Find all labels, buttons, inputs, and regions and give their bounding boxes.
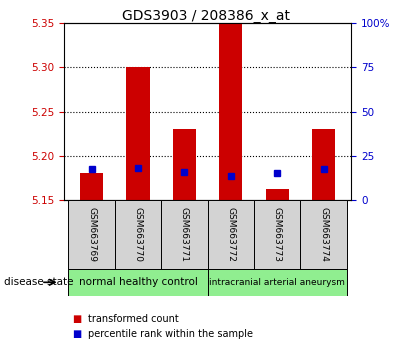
FancyBboxPatch shape bbox=[115, 200, 161, 269]
Text: GSM663773: GSM663773 bbox=[272, 207, 282, 262]
FancyBboxPatch shape bbox=[208, 200, 254, 269]
Bar bbox=[219, 18, 242, 200]
Text: ■: ■ bbox=[72, 329, 81, 339]
Text: normal healthy control: normal healthy control bbox=[79, 277, 197, 287]
Bar bbox=[312, 129, 335, 200]
FancyBboxPatch shape bbox=[300, 200, 347, 269]
Bar bbox=[266, 189, 289, 200]
FancyBboxPatch shape bbox=[254, 200, 300, 269]
FancyBboxPatch shape bbox=[161, 200, 208, 269]
Text: disease state: disease state bbox=[4, 277, 74, 287]
Text: intracranial arterial aneurysm: intracranial arterial aneurysm bbox=[209, 278, 345, 287]
Text: GSM663769: GSM663769 bbox=[87, 207, 96, 262]
FancyBboxPatch shape bbox=[68, 269, 208, 296]
Text: GDS3903 / 208386_x_at: GDS3903 / 208386_x_at bbox=[122, 9, 289, 23]
Text: GSM663771: GSM663771 bbox=[180, 207, 189, 262]
Text: percentile rank within the sample: percentile rank within the sample bbox=[88, 329, 253, 339]
Text: GSM663774: GSM663774 bbox=[319, 207, 328, 262]
Bar bbox=[126, 67, 150, 200]
Bar bbox=[80, 173, 103, 200]
FancyBboxPatch shape bbox=[68, 200, 115, 269]
Text: GSM663770: GSM663770 bbox=[134, 207, 143, 262]
Text: transformed count: transformed count bbox=[88, 314, 179, 324]
FancyBboxPatch shape bbox=[208, 269, 347, 296]
Text: ■: ■ bbox=[72, 314, 81, 324]
Bar bbox=[173, 129, 196, 200]
Text: GSM663772: GSM663772 bbox=[226, 207, 235, 262]
